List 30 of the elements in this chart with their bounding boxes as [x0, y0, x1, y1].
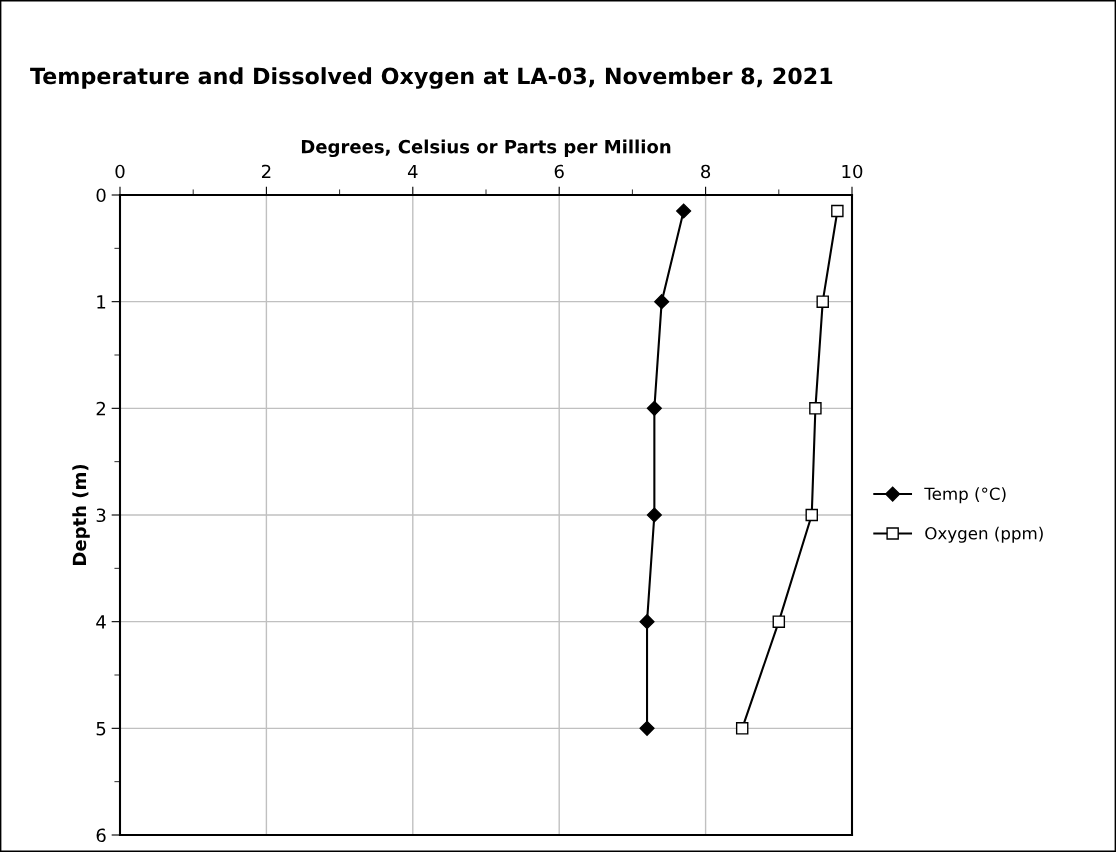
- point: [639, 720, 655, 736]
- y-tick-label: 4: [96, 615, 106, 629]
- point: [654, 294, 670, 310]
- point: [646, 400, 662, 416]
- x-tick-label: 6: [554, 164, 564, 179]
- point: [831, 204, 844, 218]
- chart-title: Temperature and Dissolved Oxygen at LA-03, November 8, 2021: [30, 67, 833, 89]
- x-axis-title: Degrees, Celsius or Parts per Million: [301, 139, 671, 158]
- point: [772, 615, 786, 628]
- y-tick-label: 6: [96, 828, 106, 843]
- y-axis-title: Depth (m): [72, 464, 90, 565]
- point: [646, 507, 662, 523]
- point: [805, 508, 818, 522]
- y-tick-label: 0: [96, 188, 106, 203]
- x-tick-label: 10: [842, 164, 863, 179]
- x-tick-label: 8: [701, 164, 711, 179]
- legend-label: Oxygen (ppm): [925, 526, 1043, 543]
- legend-label: Temp (°C): [924, 487, 1006, 504]
- y-tick-label: 3: [96, 508, 106, 523]
- point: [735, 722, 749, 735]
- point: [809, 402, 822, 415]
- x-tick-label: 4: [407, 164, 418, 179]
- x-tick-label: 2: [261, 164, 271, 179]
- point: [816, 295, 829, 308]
- x-tick-label: 0: [115, 164, 125, 179]
- point: [676, 203, 692, 219]
- y-tick-label: 5: [96, 722, 106, 736]
- point: [639, 614, 655, 630]
- y-tick-label: 1: [97, 295, 106, 309]
- y-tick-label: 2: [96, 401, 105, 416]
